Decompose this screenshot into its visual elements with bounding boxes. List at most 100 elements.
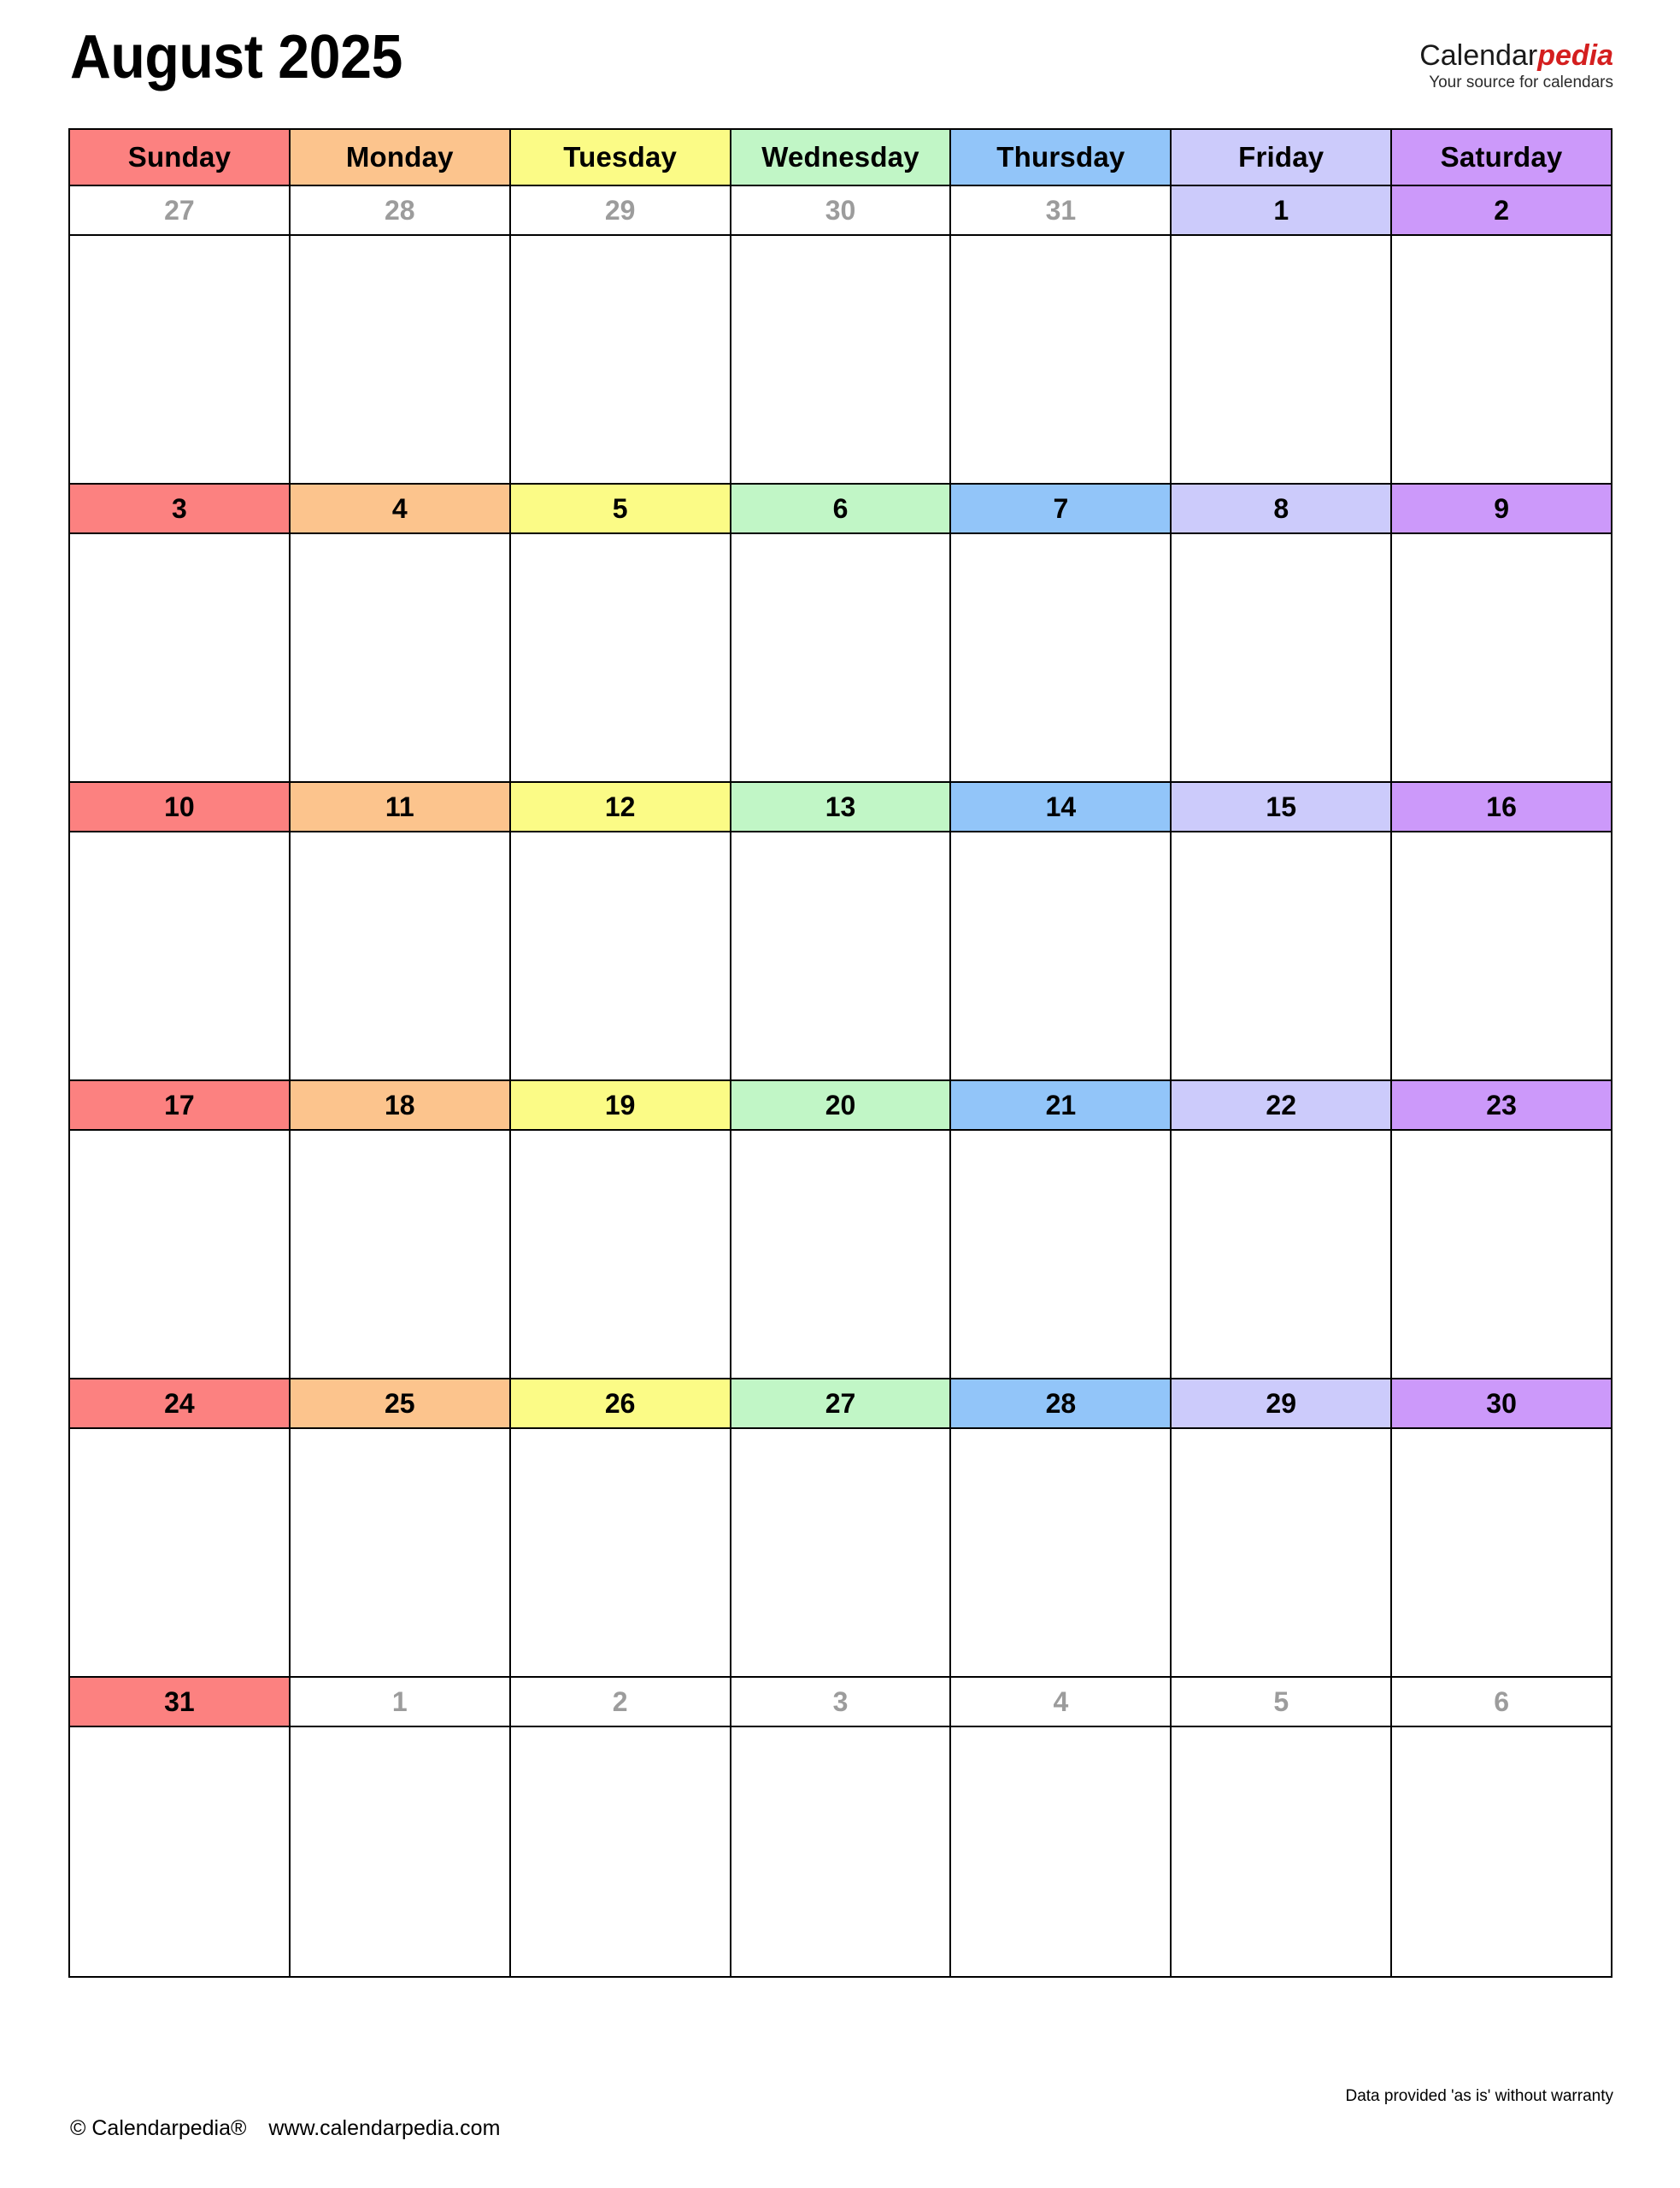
day-number-cell[interactable]: 31: [949, 185, 1172, 236]
day-number-cell[interactable]: 10: [68, 781, 291, 832]
day-note-cell[interactable]: [68, 831, 291, 1081]
day-number-cell[interactable]: 28: [949, 1378, 1172, 1429]
footer-left: © Calendarpedia® www.calendarpedia.com: [70, 2116, 500, 2141]
day-note-cell[interactable]: [508, 1427, 731, 1678]
day-number-cell[interactable]: 27: [68, 185, 291, 236]
day-number-cell[interactable]: 5: [508, 483, 731, 534]
day-number-cell[interactable]: 13: [729, 781, 952, 832]
day-note-cell[interactable]: [729, 831, 952, 1081]
calendar-body: 27 28 29 30 31 1 2 3 4 5 6 7 8 9 10 11 12 13 14 15 16 17 18 19 2…: [68, 185, 1613, 1978]
day-note-cell[interactable]: [288, 1129, 511, 1379]
day-note-cell[interactable]: [508, 831, 731, 1081]
day-note-cell[interactable]: [68, 1427, 291, 1678]
day-note-cell[interactable]: [949, 1427, 1172, 1678]
day-note-cell[interactable]: [949, 1726, 1172, 1978]
day-number-cell[interactable]: 19: [508, 1079, 731, 1131]
day-number-cell[interactable]: 20: [729, 1079, 952, 1131]
day-number-cell[interactable]: 28: [288, 185, 511, 236]
day-number-cell[interactable]: 1: [1170, 185, 1393, 236]
day-number-cell[interactable]: 3: [729, 1676, 952, 1727]
day-note-cell[interactable]: [949, 234, 1172, 485]
day-note-cell[interactable]: [1390, 1726, 1613, 1978]
day-number-cell[interactable]: 25: [288, 1378, 511, 1429]
day-note-cell[interactable]: [949, 831, 1172, 1081]
day-note-cell[interactable]: [508, 234, 731, 485]
day-note-cell[interactable]: [508, 1726, 731, 1978]
day-note-cell[interactable]: [949, 532, 1172, 783]
day-note-cell[interactable]: [1170, 532, 1393, 783]
day-note-cell[interactable]: [68, 1726, 291, 1978]
brand-tagline: Your source for calendars: [1429, 73, 1613, 91]
day-note-cell[interactable]: [1170, 234, 1393, 485]
brand-name-pedia: pedia: [1537, 39, 1613, 72]
day-note-cell[interactable]: [729, 1427, 952, 1678]
day-note-cell[interactable]: [508, 1129, 731, 1379]
day-number-cell[interactable]: 11: [288, 781, 511, 832]
day-number-cell[interactable]: 2: [508, 1676, 731, 1727]
day-note-cell[interactable]: [1170, 831, 1393, 1081]
calendar-grid: Sunday Monday Tuesday Wednesday Thursday Frid…: [68, 128, 1613, 1978]
day-note-cell[interactable]: [1390, 831, 1613, 1081]
day-note-cell[interactable]: [1390, 1129, 1613, 1379]
day-number-cell[interactable]: 2: [1390, 185, 1613, 236]
week-date-row: 27 28 29 30 31 1 2: [68, 185, 1613, 236]
day-number-cell[interactable]: 21: [949, 1079, 1172, 1131]
day-number-cell[interactable]: 29: [508, 185, 731, 236]
day-note-cell[interactable]: [1170, 1427, 1393, 1678]
day-note-cell[interactable]: [1390, 234, 1613, 485]
day-note-cell[interactable]: [288, 532, 511, 783]
day-number-cell[interactable]: 30: [729, 185, 952, 236]
day-number-cell[interactable]: 14: [949, 781, 1172, 832]
day-number-cell[interactable]: 12: [508, 781, 731, 832]
day-note-cell[interactable]: [508, 532, 731, 783]
weekday-header-monday: Monday: [288, 128, 511, 186]
day-note-cell[interactable]: [729, 1129, 952, 1379]
day-number-cell[interactable]: 29: [1170, 1378, 1393, 1429]
day-number-cell[interactable]: 4: [949, 1676, 1172, 1727]
day-number-cell[interactable]: 16: [1390, 781, 1613, 832]
day-number-cell[interactable]: 15: [1170, 781, 1393, 832]
day-note-cell[interactable]: [1170, 1726, 1393, 1978]
day-note-cell[interactable]: [288, 234, 511, 485]
weekday-header-thursday: Thursday: [949, 128, 1172, 186]
weekday-header-saturday: Saturday: [1390, 128, 1613, 186]
day-number-cell[interactable]: 1: [288, 1676, 511, 1727]
footer-disclaimer: Data provided 'as is' without warranty: [1345, 2087, 1613, 2105]
day-note-cell[interactable]: [729, 532, 952, 783]
day-note-cell[interactable]: [729, 1726, 952, 1978]
day-number-cell[interactable]: 22: [1170, 1079, 1393, 1131]
day-note-cell[interactable]: [288, 831, 511, 1081]
footer-copyright: © Calendarpedia®: [70, 2116, 247, 2140]
day-number-cell[interactable]: 27: [729, 1378, 952, 1429]
day-number-cell[interactable]: 6: [1390, 1676, 1613, 1727]
day-number-cell[interactable]: 9: [1390, 483, 1613, 534]
day-note-cell[interactable]: [68, 234, 291, 485]
day-number-cell[interactable]: 6: [729, 483, 952, 534]
day-note-cell[interactable]: [68, 1129, 291, 1379]
day-number-cell[interactable]: 26: [508, 1378, 731, 1429]
day-note-cell[interactable]: [288, 1726, 511, 1978]
day-number-cell[interactable]: 8: [1170, 483, 1393, 534]
day-note-cell[interactable]: [68, 532, 291, 783]
day-number-cell[interactable]: 4: [288, 483, 511, 534]
day-note-cell[interactable]: [949, 1129, 1172, 1379]
day-note-cell[interactable]: [1170, 1129, 1393, 1379]
day-number-cell[interactable]: 18: [288, 1079, 511, 1131]
week-note-row: [68, 831, 1613, 1081]
day-note-cell[interactable]: [288, 1427, 511, 1678]
day-number-cell[interactable]: 7: [949, 483, 1172, 534]
day-note-cell[interactable]: [1390, 1427, 1613, 1678]
calendarpedia-logo[interactable]: Calendarpedia Your source for calendars: [1419, 39, 1613, 91]
day-note-cell[interactable]: [1390, 532, 1613, 783]
day-number-cell[interactable]: 3: [68, 483, 291, 534]
day-number-cell[interactable]: 30: [1390, 1378, 1613, 1429]
footer-website-link[interactable]: www.calendarpedia.com: [268, 2116, 501, 2140]
day-number-cell[interactable]: 24: [68, 1378, 291, 1429]
day-number-cell[interactable]: 5: [1170, 1676, 1393, 1727]
day-number-cell[interactable]: 31: [68, 1676, 291, 1727]
day-note-cell[interactable]: [729, 234, 952, 485]
day-number-cell[interactable]: 23: [1390, 1079, 1613, 1131]
week-note-row: [68, 234, 1613, 485]
day-number-cell[interactable]: 17: [68, 1079, 291, 1131]
